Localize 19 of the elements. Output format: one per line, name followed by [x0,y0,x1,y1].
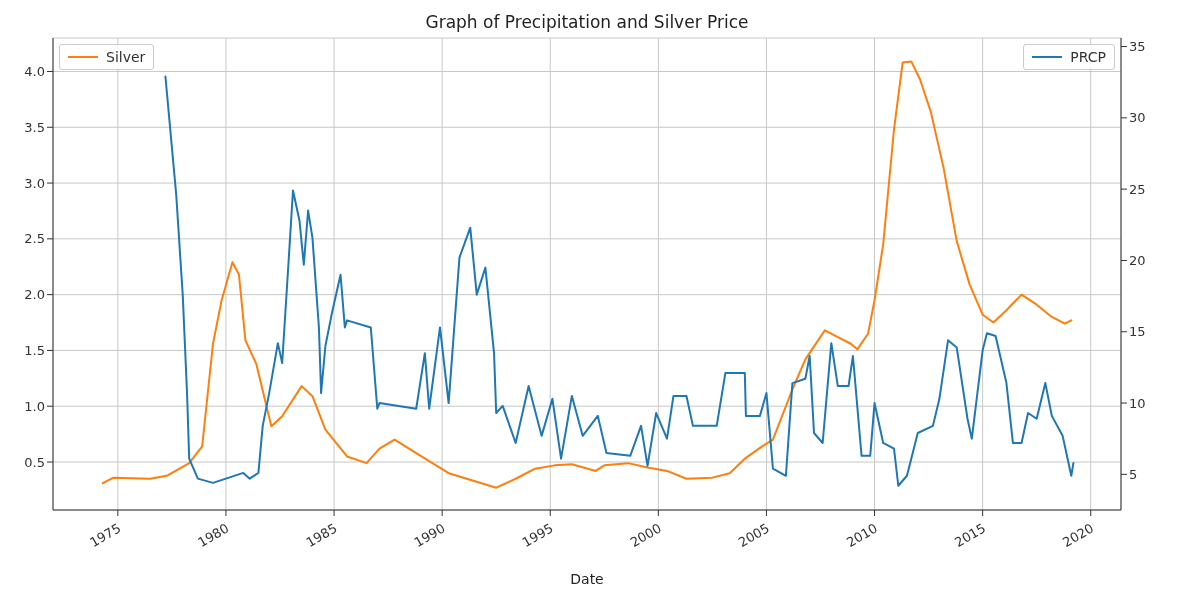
y2-tick-label: 25 [1129,181,1146,197]
y2-tick-label: 30 [1129,110,1146,126]
y-tick-label: 0.5 [24,454,45,470]
y-tick-label: 3.5 [24,119,45,135]
y-tick-label: 2.5 [24,231,45,247]
legend-label: PRCP [1070,49,1106,65]
y-tick-label: 3.0 [24,175,45,191]
y2-tick-label: 35 [1129,39,1146,55]
y-tick-label: 1.0 [24,398,45,414]
y-tick-label: 4.0 [24,64,45,80]
y2-tick-label: 15 [1129,324,1146,340]
legend-label: Silver [106,49,146,65]
y2-tick-label: 5 [1129,466,1138,482]
x-axis-title: Date [570,571,604,587]
y-tick-label: 1.5 [24,343,45,359]
y2-tick-label: 10 [1129,395,1146,411]
y-tick-label: 2.0 [24,287,45,303]
y2-tick-label: 20 [1129,253,1146,269]
chart-title: Graph of Precipitation and Silver Price [424,12,750,32]
